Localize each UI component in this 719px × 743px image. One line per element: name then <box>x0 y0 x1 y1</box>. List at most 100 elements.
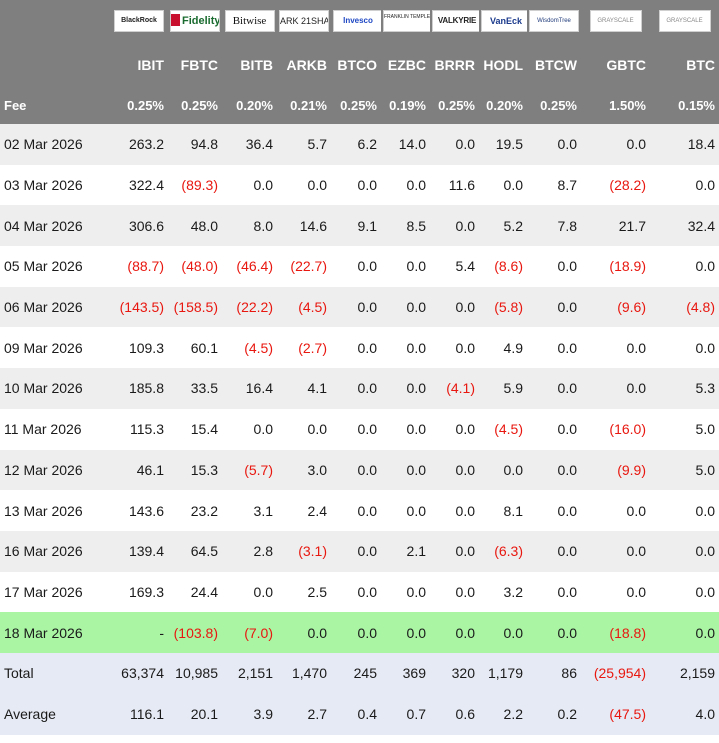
flow-cell-hodl: 0.0 <box>479 612 527 653</box>
flow-cell-arkb: 14.6 <box>277 205 331 247</box>
flow-cell-ezbc: 0.7 <box>381 693 430 735</box>
flow-cell-btco: 0.4 <box>331 693 381 735</box>
flow-cell-btco: 0.0 <box>331 530 381 572</box>
flow-cell-fbtc: 15.3 <box>168 449 222 491</box>
corner-cell <box>0 0 110 42</box>
flow-cell-hodl: 19.5 <box>479 124 527 165</box>
flow-cell-brrr: 0.0 <box>430 530 479 572</box>
flow-cell-btcw: 0.0 <box>557 258 577 275</box>
ticker-ibit: IBIT <box>110 42 168 87</box>
flow-cell-ibit: 169.3 <box>128 583 164 600</box>
flow-cell-brrr: 0.0 <box>455 421 475 438</box>
daily-flow-row: 17 Mar 2026 169.3 24.4 0.0 2.5 0.0 0.0 0.0 3.2 0.… <box>0 572 719 613</box>
fee-gbtc: 1.50% <box>581 87 650 124</box>
flow-cell-ibit: 263.2 <box>110 124 168 165</box>
ticker-btc: BTC <box>650 42 719 87</box>
flow-cell-brrr: 0.0 <box>455 583 475 600</box>
flow-cell-bitb: 3.1 <box>253 502 273 519</box>
flow-cell-fbtc: 33.5 <box>168 368 222 409</box>
daily-flow-row: 11 Mar 2026 115.3 15.4 0.0 0.0 0.0 0.0 0.0 (4.5)… <box>0 409 719 450</box>
flow-cell-btc: 0.0 <box>695 339 715 356</box>
flow-cell-ezbc: 0.0 <box>406 258 426 275</box>
flow-cell-gbtc: 0.0 <box>581 368 650 409</box>
flow-cell-gbtc: (16.0) <box>609 421 646 438</box>
flow-cell-ibit: 322.4 <box>128 177 164 194</box>
flow-cell-gbtc: 0.0 <box>581 124 650 165</box>
flow-cell-fbtc: (89.3) <box>181 177 218 194</box>
daily-flow-row: 10 Mar 2026 185.8 33.5 16.4 4.1 0.0 0.0 (4.1) 5.… <box>0 368 719 409</box>
flow-cell-bitb: 2,151 <box>222 652 277 694</box>
fee-btco: 0.25% <box>331 87 381 124</box>
flow-cell-hodl: 0.0 <box>503 177 523 194</box>
flow-cell-btco: 6.2 <box>331 124 381 165</box>
flow-cell-gbtc: (28.2) <box>609 177 646 194</box>
flow-cell-fbtc: 15.4 <box>190 421 218 438</box>
flow-cell-hodl: (4.5) <box>494 421 523 438</box>
flow-cell-fbtc: 20.1 <box>168 693 222 735</box>
flow-cell-ezbc: 0.0 <box>381 612 430 653</box>
flow-cell-btc: 0.0 <box>695 177 715 194</box>
flow-cell-gbtc: (18.8) <box>581 612 650 653</box>
daily-flow-row: 02 Mar 2026 263.2 94.8 36.4 5.7 6.2 14.0 0.0 19.… <box>0 124 719 165</box>
flow-cell-hodl: (6.3) <box>479 530 527 572</box>
daily-flow-row: 03 Mar 2026 322.4 (89.3) 0.0 0.0 0.0 0.0 11.6 0.… <box>0 165 719 206</box>
flow-cell-ezbc: 2.1 <box>381 530 430 572</box>
flow-cell-btc: 5.0 <box>650 449 719 491</box>
flow-cell-brrr: 5.4 <box>455 258 475 275</box>
flow-cell-btcw: 0.0 <box>527 612 581 653</box>
flow-cell-hodl: 2.2 <box>479 693 527 735</box>
flow-cell-btcw: 0.0 <box>527 124 581 165</box>
daily-flow-row-label: 03 Mar 2026 <box>4 177 83 194</box>
flow-cell-brrr: 0.0 <box>455 339 475 356</box>
total-row-label: Total <box>0 652 110 694</box>
fidelity-logo: Fidelity <box>170 10 220 32</box>
fee-bitb: 0.20% <box>222 87 277 124</box>
daily-flow-row-label: 17 Mar 2026 <box>4 583 83 600</box>
fee-fbtc: 0.25% <box>168 87 222 124</box>
daily-flow-row-label: 11 Mar 2026 <box>4 421 82 438</box>
ticker-gbtc: GBTC <box>581 42 650 87</box>
flow-cell-fbtc: 10,985 <box>168 652 222 694</box>
flow-cell-bitb: 2.8 <box>222 530 277 572</box>
flow-cell-btc: 0.0 <box>650 530 719 572</box>
invesco-logo: Invesco <box>333 10 381 32</box>
flow-cell-btco: 0.0 <box>331 449 381 491</box>
flow-cell-bitb: 36.4 <box>222 124 277 165</box>
flow-cell-hodl: 4.9 <box>503 339 523 356</box>
valkyrie-logo: VALKYRIE <box>432 10 479 32</box>
daily-flow-row: 05 Mar 2026 (88.7) (48.0) (46.4) (22.7) 0.0 0.… <box>0 246 719 287</box>
flow-cell-gbtc: (18.9) <box>609 258 646 275</box>
flow-cell-hodl: (8.6) <box>494 258 523 275</box>
flow-cell-ibit: 109.3 <box>128 339 164 356</box>
average-row-label: Average <box>0 693 110 735</box>
flow-cell-ibit: 306.6 <box>110 205 168 247</box>
flow-cell-ibit: 143.6 <box>128 502 164 519</box>
flow-cell-brrr: 0.0 <box>455 502 475 519</box>
ticker-btcw: BTCW <box>527 42 581 87</box>
flow-cell-arkb: 3.0 <box>277 449 331 491</box>
daily-flow-row: 18 Mar 2026- (103.8) (7.0) 0.0 0.0 0.0 0.0 0.0 0… <box>0 612 719 653</box>
ticker-hodl: HODL <box>479 42 527 87</box>
flow-cell-arkb: 2.5 <box>307 583 327 600</box>
flow-cell-hodl: 0.0 <box>479 449 527 491</box>
ark-logo: ARK 21SHARES <box>279 10 329 32</box>
flow-cell-btco: 0.0 <box>331 368 381 409</box>
flow-cell-btc: 32.4 <box>650 205 719 247</box>
flow-cell-btco: 0.0 <box>331 612 381 653</box>
flow-cell-arkb: 0.0 <box>277 612 331 653</box>
flow-cell-btcw: 0.0 <box>557 502 577 519</box>
daily-flow-row-label: 09 Mar 2026 <box>4 339 83 356</box>
flow-cell-bitb: 0.0 <box>253 583 273 600</box>
flow-cell-brrr: 0.0 <box>430 612 479 653</box>
flow-cell-fbtc: 94.8 <box>168 124 222 165</box>
flow-cell-btco: 0.0 <box>357 583 377 600</box>
flow-cell-ibit: 46.1 <box>110 449 168 491</box>
ticker-brrr: BRRR <box>430 42 479 87</box>
flow-cell-btco: 245 <box>331 652 381 694</box>
flow-cell-gbtc: (9.6) <box>581 286 650 328</box>
flow-cell-ezbc: 8.5 <box>381 205 430 247</box>
flow-cell-btcw: 0.0 <box>557 583 577 600</box>
flow-cell-ezbc: 369 <box>381 652 430 694</box>
flow-cell-gbtc: (9.9) <box>581 449 650 491</box>
flow-cell-arkb: 5.7 <box>277 124 331 165</box>
